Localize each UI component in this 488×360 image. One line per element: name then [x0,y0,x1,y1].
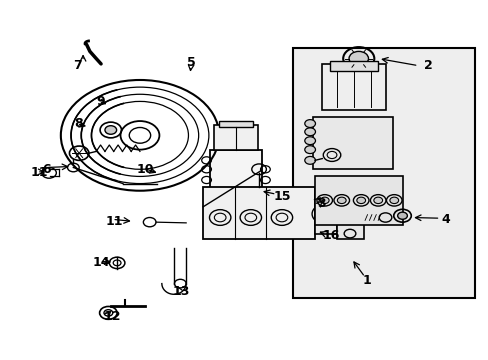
Text: 13: 13 [172,285,189,298]
Text: 16: 16 [322,229,339,242]
Bar [210,150,261,191]
Text: 5: 5 [186,55,195,69]
Bar [336,180,363,239]
Circle shape [397,212,407,219]
Text: 6: 6 [42,163,51,176]
Text: 11: 11 [30,166,48,179]
Circle shape [373,197,382,203]
Bar [214,125,258,150]
Circle shape [304,137,315,145]
Text: 14: 14 [93,256,110,269]
Circle shape [348,51,368,66]
Circle shape [304,146,315,154]
Text: 1: 1 [362,274,370,287]
Circle shape [304,120,315,127]
Text: 9: 9 [96,95,104,108]
Bar [312,117,392,169]
Text: 4: 4 [441,213,449,226]
Bar [314,176,402,225]
Text: 10: 10 [136,163,154,176]
Text: 2: 2 [424,59,432,72]
Bar [203,187,314,239]
Bar [314,194,336,234]
Circle shape [320,197,328,203]
Circle shape [389,197,398,203]
Circle shape [105,126,116,134]
Bar [329,61,377,71]
Text: 12: 12 [103,310,121,323]
Bar [219,121,253,127]
Bar [292,48,474,298]
Bar [322,64,385,111]
Circle shape [337,197,346,203]
Text: 11: 11 [106,215,123,228]
Circle shape [304,157,315,164]
Text: 8: 8 [74,117,83,130]
Circle shape [356,197,365,203]
Text: 3: 3 [317,197,325,210]
Text: 15: 15 [273,190,290,203]
Circle shape [304,128,315,136]
Text: 7: 7 [73,59,82,72]
